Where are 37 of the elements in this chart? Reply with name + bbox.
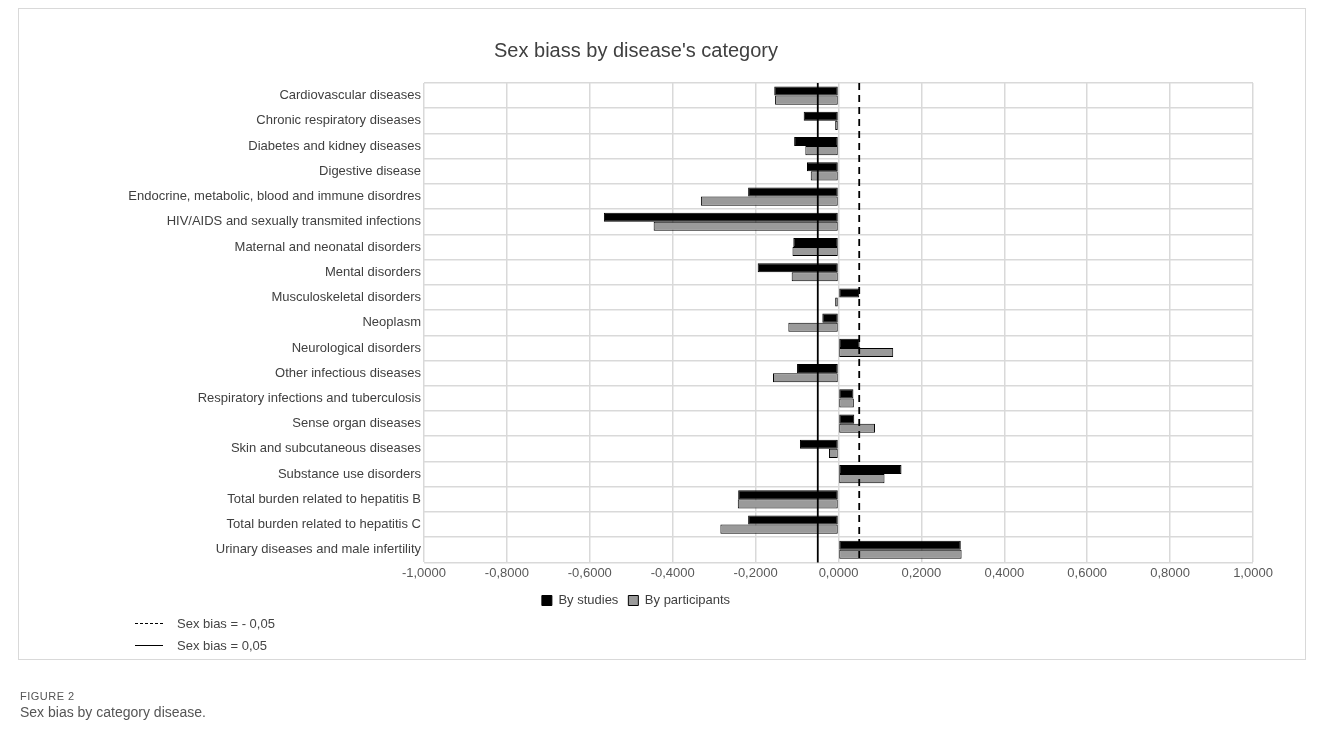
x-tick-label: -0,6000 <box>567 564 612 580</box>
y-tick-label: Endocrine, metabolic, blood and immune disordres <box>128 188 422 204</box>
y-tick-label: Substance use disorders <box>277 465 422 481</box>
x-tick-label: 0,8000 <box>1150 564 1190 580</box>
y-tick-label: Total burden related to hepatitis B <box>227 490 421 506</box>
y-tick-label: Sense organ diseases <box>292 415 422 431</box>
legend-label: By studies <box>558 592 619 608</box>
y-tick-label: Digestive disease <box>319 162 421 178</box>
y-tick-label: Musculoskeletal disorders <box>271 289 422 305</box>
x-tick-label: -1,0000 <box>401 564 447 580</box>
x-tick-label: 0,6000 <box>1067 564 1108 580</box>
y-tick-label: Neoplasm <box>362 314 421 330</box>
y-tick-label: Cardiovascular diseases <box>279 87 422 103</box>
x-tick-label: -0,4000 <box>650 564 695 580</box>
legend-label: By participants <box>644 592 731 608</box>
x-tick-label: 1,0000 <box>1233 564 1273 580</box>
y-tick-label: Diabetes and kidney diseases <box>248 137 422 153</box>
y-tick-label: Other infectious diseases <box>275 364 422 380</box>
y-tick-label: Respiratory infections and tuberculosis <box>197 389 422 405</box>
y-tick-label: HIV/AIDS and sexually transmited infections <box>166 213 422 229</box>
y-tick-label: Skin and subcutaneous diseases <box>230 440 422 456</box>
x-tick-label: 0,0000 <box>818 564 859 580</box>
y-tick-label: Neurological disorders <box>291 339 422 355</box>
x-tick-label: -0,8000 <box>484 564 529 580</box>
chart-title: Sex biass by disease's category <box>494 38 778 61</box>
caption: FIGURE 2 <box>20 690 76 702</box>
text: Sex bias = - 0,05 <box>177 615 275 631</box>
y-tick-label: Total burden related to hepatitis C <box>226 516 421 532</box>
text: Sex bias by category disease. <box>20 704 206 720</box>
y-tick-label: Chronic respiratory diseases <box>256 112 422 128</box>
y-tick-label: Maternal and neonatal disorders <box>234 238 422 254</box>
y-tick-label: Urinary diseases and male infertility <box>215 541 422 557</box>
x-tick-label: 0,4000 <box>984 564 1025 580</box>
text: Sex bias = 0,05 <box>177 637 267 653</box>
x-tick-label: 0,2000 <box>901 564 942 580</box>
y-tick-label: Mental disorders <box>324 263 422 279</box>
x-tick-label: -0,2000 <box>733 564 778 580</box>
